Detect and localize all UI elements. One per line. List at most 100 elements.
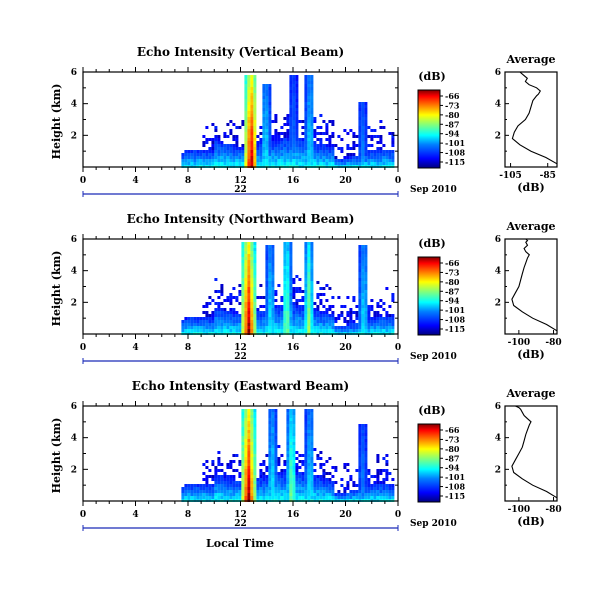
heatmap-cell: [232, 496, 236, 499]
heatmap-cell: [247, 87, 251, 90]
heatmap-cell: [331, 123, 335, 126]
heatmap-cell: [313, 141, 317, 144]
heatmap-cell: [379, 138, 383, 141]
heatmap-cell: [307, 135, 311, 138]
heatmap-cell: [208, 496, 212, 499]
x-tick-label: 16: [287, 343, 300, 353]
heatmap-cell: [250, 102, 254, 105]
heatmap-cell: [226, 147, 230, 150]
heatmap-cell: [307, 117, 311, 120]
heatmap-cell: [364, 144, 368, 147]
heatmap-cell: [385, 317, 389, 320]
heatmap-cell: [268, 296, 272, 299]
heatmap-cell: [379, 493, 383, 496]
heatmap-cell: [385, 323, 389, 326]
heatmap-cell: [289, 93, 293, 96]
heatmap-cell: [238, 293, 242, 296]
colorbar-tick-label: -94: [445, 296, 460, 306]
heatmap-cell: [259, 496, 263, 499]
heatmap-cell: [211, 144, 215, 147]
heatmap-cell: [280, 481, 284, 484]
heatmap-cell: [289, 156, 293, 159]
heatmap-cell: [370, 138, 374, 141]
heatmap-cell: [244, 296, 248, 299]
heatmap-cell: [247, 120, 251, 123]
heatmap-cell: [268, 138, 272, 141]
heatmap-cell: [328, 457, 332, 460]
heatmap-cell: [310, 144, 314, 147]
heatmap-cell: [217, 317, 221, 320]
y-tick-label: 4: [71, 100, 77, 110]
heatmap-cell: [319, 302, 323, 305]
heatmap-cell: [277, 141, 281, 144]
heatmap-cell: [361, 457, 365, 460]
heatmap-cell: [292, 320, 296, 323]
heatmap-cell: [205, 490, 209, 493]
heatmap-cell: [340, 496, 344, 499]
heatmap-cell: [304, 266, 308, 269]
heatmap-cell: [322, 472, 326, 475]
heatmap-cell: [361, 141, 365, 144]
heatmap-cell: [241, 272, 245, 275]
heatmap-cell: [310, 84, 314, 87]
heatmap-cell: [259, 475, 263, 478]
heatmap-cell: [286, 412, 290, 415]
heatmap-cell: [220, 475, 224, 478]
heatmap-cell: [322, 120, 326, 123]
heatmap-cell: [286, 424, 290, 427]
heatmap-cell: [244, 475, 248, 478]
heatmap-cell: [235, 147, 239, 150]
heatmap-cell: [280, 478, 284, 481]
heatmap-cells: [181, 242, 395, 335]
heatmap-cell: [238, 329, 242, 332]
heatmap-cell: [319, 463, 323, 466]
heatmap-cell: [307, 308, 311, 311]
heatmap-cell: [370, 156, 374, 159]
heatmap-cell: [364, 111, 368, 114]
heatmap-cell: [274, 150, 278, 153]
heatmap-cell: [226, 487, 230, 490]
heatmap-cell: [265, 263, 269, 266]
heatmap-cell: [289, 308, 293, 311]
heatmap-cell: [244, 451, 248, 454]
heatmap-cell: [265, 314, 269, 317]
heatmap-cell: [208, 484, 212, 487]
heatmap-cell: [385, 156, 389, 159]
heatmap-cell: [271, 275, 275, 278]
heatmap-cell: [262, 141, 266, 144]
heatmap-cell: [259, 317, 263, 320]
heatmap-cell: [301, 311, 305, 314]
heatmap-cell: [355, 484, 359, 487]
heatmap-cell: [244, 257, 248, 260]
heatmap-cell: [250, 430, 254, 433]
heatmap-cell: [364, 311, 368, 314]
heatmap-cell: [247, 481, 251, 484]
heatmap-cell: [343, 496, 347, 499]
heatmap-cell: [208, 475, 212, 478]
heatmap-cell: [361, 326, 365, 329]
heatmap-cell: [376, 320, 380, 323]
heatmap-cell: [379, 469, 383, 472]
heatmap-cell: [361, 293, 365, 296]
heatmap-cell: [307, 120, 311, 123]
heatmap-cell: [331, 162, 335, 165]
heatmap-cell: [304, 260, 308, 263]
heatmap-cell: [298, 120, 302, 123]
heatmap-cell: [352, 481, 356, 484]
heatmap-cell: [202, 135, 206, 138]
heatmap-cell: [361, 248, 365, 251]
heatmap-cell: [250, 448, 254, 451]
heatmap-y-axis: 246: [71, 235, 398, 335]
heatmap-cell: [292, 412, 296, 415]
heatmap-cell: [307, 436, 311, 439]
heatmap-cell: [199, 162, 203, 165]
heatmap-cell: [316, 481, 320, 484]
heatmap-cell: [232, 490, 236, 493]
heatmap-cell: [253, 245, 257, 248]
heatmap-cell: [289, 460, 293, 463]
heatmap-cell: [295, 481, 299, 484]
heatmap-cell: [310, 475, 314, 478]
heatmap-cell: [283, 293, 287, 296]
heatmap-cell: [241, 430, 245, 433]
heatmap-cell: [364, 457, 368, 460]
